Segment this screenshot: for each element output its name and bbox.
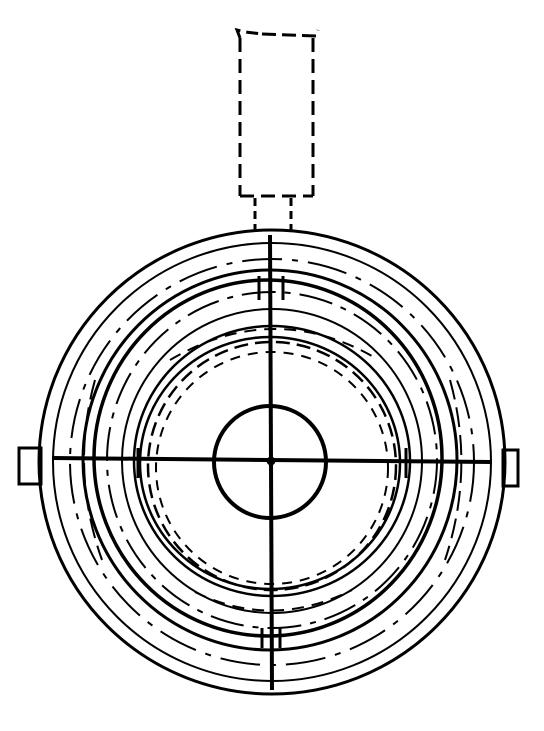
center-point — [267, 457, 275, 465]
